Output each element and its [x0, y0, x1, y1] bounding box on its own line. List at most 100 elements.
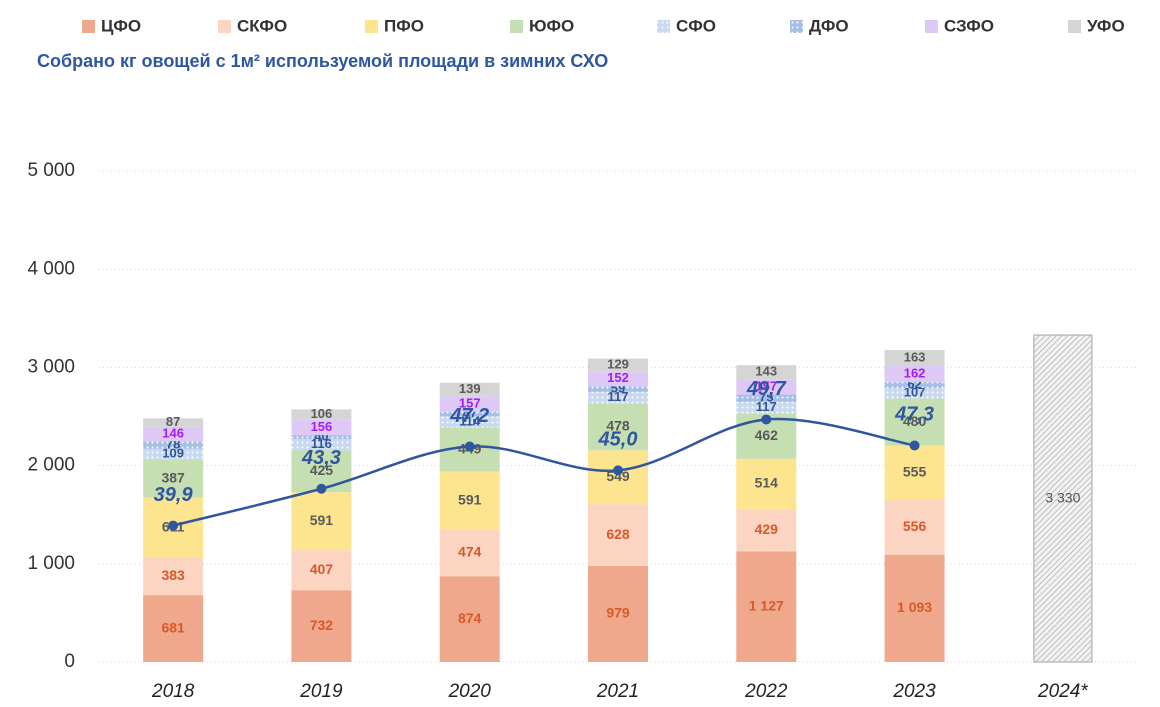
bar-segment	[884, 388, 945, 399]
bar-value-label: 681	[161, 619, 185, 635]
y-tick-label: 1 000	[27, 553, 75, 574]
line-point	[168, 520, 179, 531]
bar-segment	[291, 409, 352, 420]
line-title: Собрано кг овощей с 1м² используемой пло…	[37, 51, 608, 71]
legend-swatch	[510, 20, 523, 33]
bar-value-label: 549	[606, 468, 630, 484]
line-value-label: 43,3	[301, 447, 341, 469]
legend-swatch	[790, 20, 803, 33]
x-tick-label: 2023	[892, 681, 936, 702]
line	[172, 417, 915, 527]
bar-segment	[884, 350, 945, 367]
legend-swatch	[82, 20, 95, 33]
legend-label: ЮФО	[529, 16, 574, 35]
bar-value-label: 407	[310, 561, 334, 577]
bar-segment	[143, 426, 204, 442]
bar-segment	[736, 365, 797, 380]
forecast-bar	[1033, 334, 1093, 663]
bar-value-label: 107	[904, 385, 926, 400]
bar-value-label: 163	[904, 349, 926, 364]
y-tick-label: 0	[64, 651, 75, 672]
bar-segment	[884, 554, 945, 662]
x-tick-label: 2018	[151, 681, 195, 702]
bar-segment	[884, 445, 945, 501]
bar-value-label: 591	[458, 491, 482, 507]
bar-value-label: 383	[161, 567, 185, 583]
x-tick-label: 2021	[596, 681, 639, 702]
bar-segment	[736, 509, 797, 552]
x-tick-label: 2024*	[1037, 681, 1088, 702]
bar-segment	[736, 379, 797, 395]
bar-segment	[143, 595, 204, 662]
bar-value-label: 143	[755, 364, 777, 379]
bar-segment	[291, 590, 352, 662]
bar-value-label: 129	[607, 356, 629, 371]
bar-value-label: 114	[459, 413, 481, 428]
bar-segment	[143, 557, 204, 596]
bar-value-label: 979	[606, 605, 630, 621]
bar-value-label: 425	[310, 462, 334, 478]
legend-label: СФО	[676, 16, 716, 35]
legend-label: ЦФО	[101, 16, 141, 35]
bar-segment	[736, 401, 797, 414]
bar-segment	[736, 394, 797, 402]
bar-segment	[143, 418, 204, 427]
bar-segment	[884, 366, 945, 382]
legend-label: ДФО	[809, 16, 849, 35]
line-value-label: 45,0	[598, 429, 638, 451]
line-point	[761, 414, 772, 425]
line-value-label: 49,7	[746, 378, 787, 400]
bar-segment	[884, 398, 945, 446]
bar-value-label: 157	[755, 378, 777, 393]
bar-segment	[143, 441, 204, 449]
bar-segment	[736, 458, 797, 510]
bar-value-label: 480	[903, 413, 927, 429]
bar-value-label: 146	[162, 425, 184, 440]
bar-segment	[143, 459, 204, 498]
bar-value-label: 1 127	[749, 597, 784, 613]
bar-value-label: 106	[311, 406, 333, 421]
x-tick-label: 2022	[744, 681, 788, 702]
bar-value-label: 462	[755, 427, 779, 443]
bar-segment	[439, 382, 500, 397]
legend-label: ПФО	[384, 16, 424, 35]
bar-value-label: 152	[607, 370, 629, 385]
bar-value-label: 156	[311, 419, 333, 434]
bar-value-label: 874	[458, 610, 482, 626]
bar-segment	[588, 358, 648, 372]
bar-value-label: 591	[310, 512, 334, 528]
forecast-label: 3 330	[1045, 489, 1080, 505]
line-point	[316, 483, 327, 494]
legend-label: УФО	[1087, 16, 1125, 35]
bar-segment	[291, 492, 352, 551]
y-tick-label: 4 000	[27, 258, 75, 279]
y-tick-label: 3 000	[27, 357, 75, 378]
legend-label: СЗФО	[944, 16, 994, 35]
bar-segment	[588, 403, 648, 451]
bar-value-label: 387	[161, 469, 185, 485]
bar-value-label: 109	[162, 446, 184, 461]
bar-segment	[143, 448, 204, 460]
bar-value-label: 157	[459, 396, 481, 411]
legend-swatch	[925, 20, 938, 33]
line-value-label: 47,2	[449, 405, 489, 427]
bar-value-label: 628	[606, 526, 630, 542]
bar-value-label: 514	[755, 475, 779, 491]
x-tick-label: 2020	[448, 681, 492, 702]
bar-value-label: 732	[310, 617, 334, 633]
y-tick-label: 2 000	[27, 455, 75, 476]
bar-segment	[291, 435, 352, 440]
bar-segment	[884, 381, 945, 389]
bar-value-label: 474	[458, 544, 482, 560]
x-tick-label: 2019	[299, 681, 343, 702]
bar-segment	[588, 391, 648, 404]
bar-value-label: 556	[903, 518, 927, 534]
bar-value-label: 117	[756, 399, 777, 414]
bar-segment	[588, 386, 648, 392]
bar-segment	[439, 416, 500, 428]
line-point	[613, 465, 623, 476]
bar-segment	[439, 576, 500, 662]
bar-value-label: 87	[166, 414, 180, 429]
line-value-label: 39,9	[154, 484, 194, 506]
bar-value-label: 139	[459, 381, 481, 396]
